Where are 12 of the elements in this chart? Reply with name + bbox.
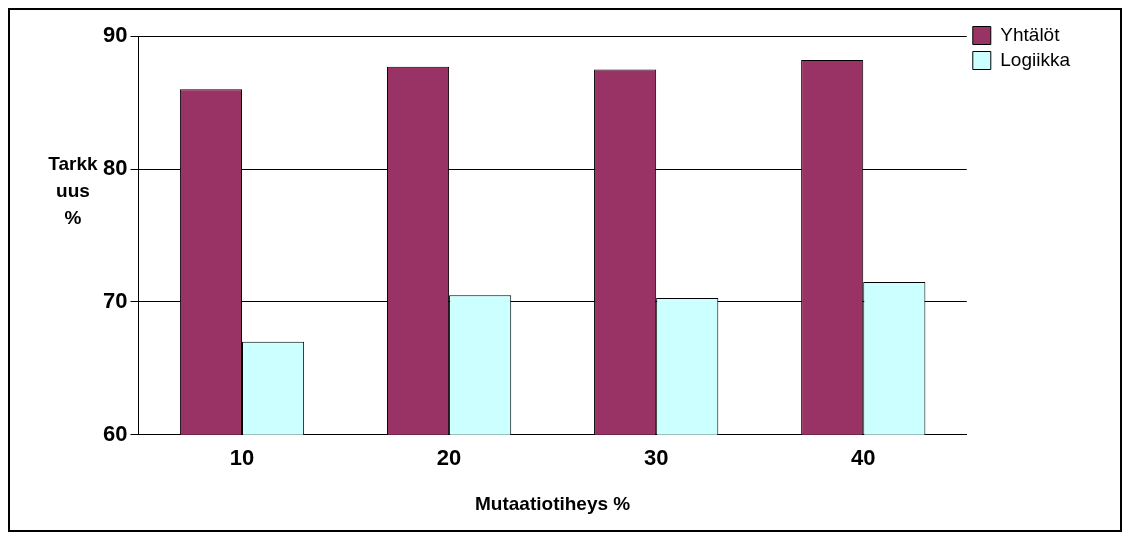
x-axis-title: Mutaatiotiheys % — [475, 492, 631, 514]
y-axis-title: Tarkkuus % — [48, 152, 98, 230]
y-tick-label: 80 — [102, 155, 128, 181]
x-tick-label: 40 — [851, 445, 876, 471]
y-tick-label: 60 — [102, 420, 128, 446]
y-tick-label: 90 — [102, 22, 128, 48]
x-tick-label: 30 — [643, 445, 669, 471]
x-tick-label: 20 — [436, 445, 462, 471]
y-tick-label: 70 — [102, 288, 128, 313]
legend-label: Yhtälöt — [1000, 23, 1061, 45]
legend-label: Logiikka — [1000, 48, 1071, 70]
x-tick-label: 10 — [229, 445, 255, 471]
